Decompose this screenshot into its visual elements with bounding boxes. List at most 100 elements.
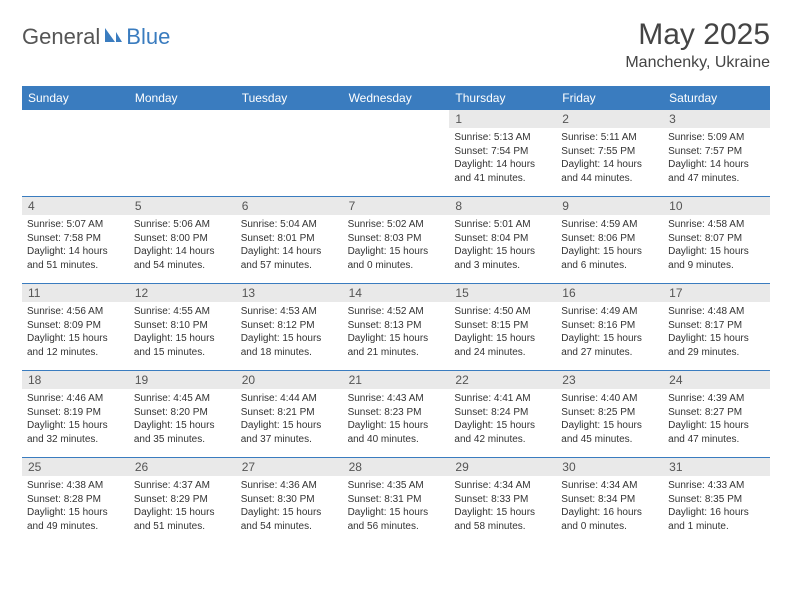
daylight-text: Daylight: 14 hours and 44 minutes.: [561, 158, 658, 185]
sun-info: Sunrise: 4:45 AMSunset: 8:20 PMDaylight:…: [129, 389, 236, 450]
day-number: 19: [129, 371, 236, 389]
day-number: 31: [663, 458, 770, 476]
day-number: 14: [343, 284, 450, 302]
sun-info: Sunrise: 4:59 AMSunset: 8:06 PMDaylight:…: [556, 215, 663, 276]
day-cell: 5Sunrise: 5:06 AMSunset: 8:00 PMDaylight…: [129, 197, 236, 283]
sun-info: Sunrise: 5:01 AMSunset: 8:04 PMDaylight:…: [449, 215, 556, 276]
daylight-text: Daylight: 15 hours and 9 minutes.: [668, 245, 765, 272]
daylight-text: Daylight: 15 hours and 6 minutes.: [561, 245, 658, 272]
day-number: 11: [22, 284, 129, 302]
day-number: 9: [556, 197, 663, 215]
sunrise-text: Sunrise: 4:48 AM: [668, 305, 765, 319]
day-cell: 21Sunrise: 4:43 AMSunset: 8:23 PMDayligh…: [343, 371, 450, 457]
daylight-text: Daylight: 15 hours and 0 minutes.: [348, 245, 445, 272]
sunrise-text: Sunrise: 4:37 AM: [134, 479, 231, 493]
daylight-text: Daylight: 15 hours and 21 minutes.: [348, 332, 445, 359]
day-cell: 26Sunrise: 4:37 AMSunset: 8:29 PMDayligh…: [129, 458, 236, 544]
week-row: 18Sunrise: 4:46 AMSunset: 8:19 PMDayligh…: [22, 371, 770, 458]
sunrise-text: Sunrise: 4:50 AM: [454, 305, 551, 319]
sunset-text: Sunset: 8:17 PM: [668, 319, 765, 333]
day-cell: [236, 110, 343, 196]
week-row: 25Sunrise: 4:38 AMSunset: 8:28 PMDayligh…: [22, 458, 770, 544]
week-row: 11Sunrise: 4:56 AMSunset: 8:09 PMDayligh…: [22, 284, 770, 371]
logo-sail-icon: [103, 24, 123, 50]
day-number: 30: [556, 458, 663, 476]
daylight-text: Daylight: 15 hours and 3 minutes.: [454, 245, 551, 272]
sunrise-text: Sunrise: 4:59 AM: [561, 218, 658, 232]
daylight-text: Daylight: 16 hours and 1 minute.: [668, 506, 765, 533]
daylight-text: Daylight: 15 hours and 49 minutes.: [27, 506, 124, 533]
sun-info: Sunrise: 4:38 AMSunset: 8:28 PMDaylight:…: [22, 476, 129, 537]
day-cell: 22Sunrise: 4:41 AMSunset: 8:24 PMDayligh…: [449, 371, 556, 457]
weeks-container: 1Sunrise: 5:13 AMSunset: 7:54 PMDaylight…: [22, 110, 770, 544]
sun-info: Sunrise: 4:52 AMSunset: 8:13 PMDaylight:…: [343, 302, 450, 363]
sunset-text: Sunset: 8:31 PM: [348, 493, 445, 507]
day-number: 5: [129, 197, 236, 215]
day-number: 10: [663, 197, 770, 215]
sunset-text: Sunset: 7:55 PM: [561, 145, 658, 159]
day-number: 16: [556, 284, 663, 302]
sunrise-text: Sunrise: 4:53 AM: [241, 305, 338, 319]
day-cell: [343, 110, 450, 196]
day-header-sat: Saturday: [663, 86, 770, 110]
sunset-text: Sunset: 8:16 PM: [561, 319, 658, 333]
sunrise-text: Sunrise: 4:46 AM: [27, 392, 124, 406]
day-number: 12: [129, 284, 236, 302]
day-cell: 28Sunrise: 4:35 AMSunset: 8:31 PMDayligh…: [343, 458, 450, 544]
day-cell: 13Sunrise: 4:53 AMSunset: 8:12 PMDayligh…: [236, 284, 343, 370]
sun-info: Sunrise: 4:55 AMSunset: 8:10 PMDaylight:…: [129, 302, 236, 363]
sun-info: Sunrise: 4:46 AMSunset: 8:19 PMDaylight:…: [22, 389, 129, 450]
day-number: 25: [22, 458, 129, 476]
sunset-text: Sunset: 8:21 PM: [241, 406, 338, 420]
sunset-text: Sunset: 8:28 PM: [27, 493, 124, 507]
sunset-text: Sunset: 8:19 PM: [27, 406, 124, 420]
location: Manchenky, Ukraine: [625, 54, 770, 72]
daylight-text: Daylight: 14 hours and 51 minutes.: [27, 245, 124, 272]
day-cell: 12Sunrise: 4:55 AMSunset: 8:10 PMDayligh…: [129, 284, 236, 370]
day-cell: 20Sunrise: 4:44 AMSunset: 8:21 PMDayligh…: [236, 371, 343, 457]
sunset-text: Sunset: 8:00 PM: [134, 232, 231, 246]
sunrise-text: Sunrise: 5:01 AM: [454, 218, 551, 232]
day-number: 1: [449, 110, 556, 128]
day-number: 21: [343, 371, 450, 389]
sun-info: Sunrise: 5:07 AMSunset: 7:58 PMDaylight:…: [22, 215, 129, 276]
daylight-text: Daylight: 15 hours and 42 minutes.: [454, 419, 551, 446]
sun-info: Sunrise: 4:43 AMSunset: 8:23 PMDaylight:…: [343, 389, 450, 450]
sunrise-text: Sunrise: 5:07 AM: [27, 218, 124, 232]
sunset-text: Sunset: 8:07 PM: [668, 232, 765, 246]
sunset-text: Sunset: 8:33 PM: [454, 493, 551, 507]
day-cell: 14Sunrise: 4:52 AMSunset: 8:13 PMDayligh…: [343, 284, 450, 370]
daylight-text: Daylight: 15 hours and 54 minutes.: [241, 506, 338, 533]
sunrise-text: Sunrise: 4:38 AM: [27, 479, 124, 493]
sun-info: Sunrise: 4:34 AMSunset: 8:34 PMDaylight:…: [556, 476, 663, 537]
sunset-text: Sunset: 8:10 PM: [134, 319, 231, 333]
day-number: 22: [449, 371, 556, 389]
logo-text-blue: Blue: [126, 24, 170, 50]
sun-info: Sunrise: 4:33 AMSunset: 8:35 PMDaylight:…: [663, 476, 770, 537]
day-header-sun: Sunday: [22, 86, 129, 110]
sunrise-text: Sunrise: 5:13 AM: [454, 131, 551, 145]
sun-info: Sunrise: 4:56 AMSunset: 8:09 PMDaylight:…: [22, 302, 129, 363]
sun-info: Sunrise: 5:11 AMSunset: 7:55 PMDaylight:…: [556, 128, 663, 189]
day-number: 2: [556, 110, 663, 128]
day-number: 18: [22, 371, 129, 389]
page-header: General Blue May 2025 Manchenky, Ukraine: [22, 18, 770, 72]
daylight-text: Daylight: 15 hours and 27 minutes.: [561, 332, 658, 359]
day-number: 3: [663, 110, 770, 128]
sun-info: Sunrise: 4:36 AMSunset: 8:30 PMDaylight:…: [236, 476, 343, 537]
day-cell: 4Sunrise: 5:07 AMSunset: 7:58 PMDaylight…: [22, 197, 129, 283]
sunset-text: Sunset: 8:24 PM: [454, 406, 551, 420]
day-number: 15: [449, 284, 556, 302]
day-cell: 16Sunrise: 4:49 AMSunset: 8:16 PMDayligh…: [556, 284, 663, 370]
day-cell: 19Sunrise: 4:45 AMSunset: 8:20 PMDayligh…: [129, 371, 236, 457]
day-header-row: Sunday Monday Tuesday Wednesday Thursday…: [22, 86, 770, 110]
sunrise-text: Sunrise: 5:06 AM: [134, 218, 231, 232]
day-cell: 25Sunrise: 4:38 AMSunset: 8:28 PMDayligh…: [22, 458, 129, 544]
sunset-text: Sunset: 8:04 PM: [454, 232, 551, 246]
day-cell: 2Sunrise: 5:11 AMSunset: 7:55 PMDaylight…: [556, 110, 663, 196]
daylight-text: Daylight: 15 hours and 24 minutes.: [454, 332, 551, 359]
sunset-text: Sunset: 8:34 PM: [561, 493, 658, 507]
day-cell: 15Sunrise: 4:50 AMSunset: 8:15 PMDayligh…: [449, 284, 556, 370]
month-title: May 2025: [625, 18, 770, 52]
day-header-fri: Friday: [556, 86, 663, 110]
